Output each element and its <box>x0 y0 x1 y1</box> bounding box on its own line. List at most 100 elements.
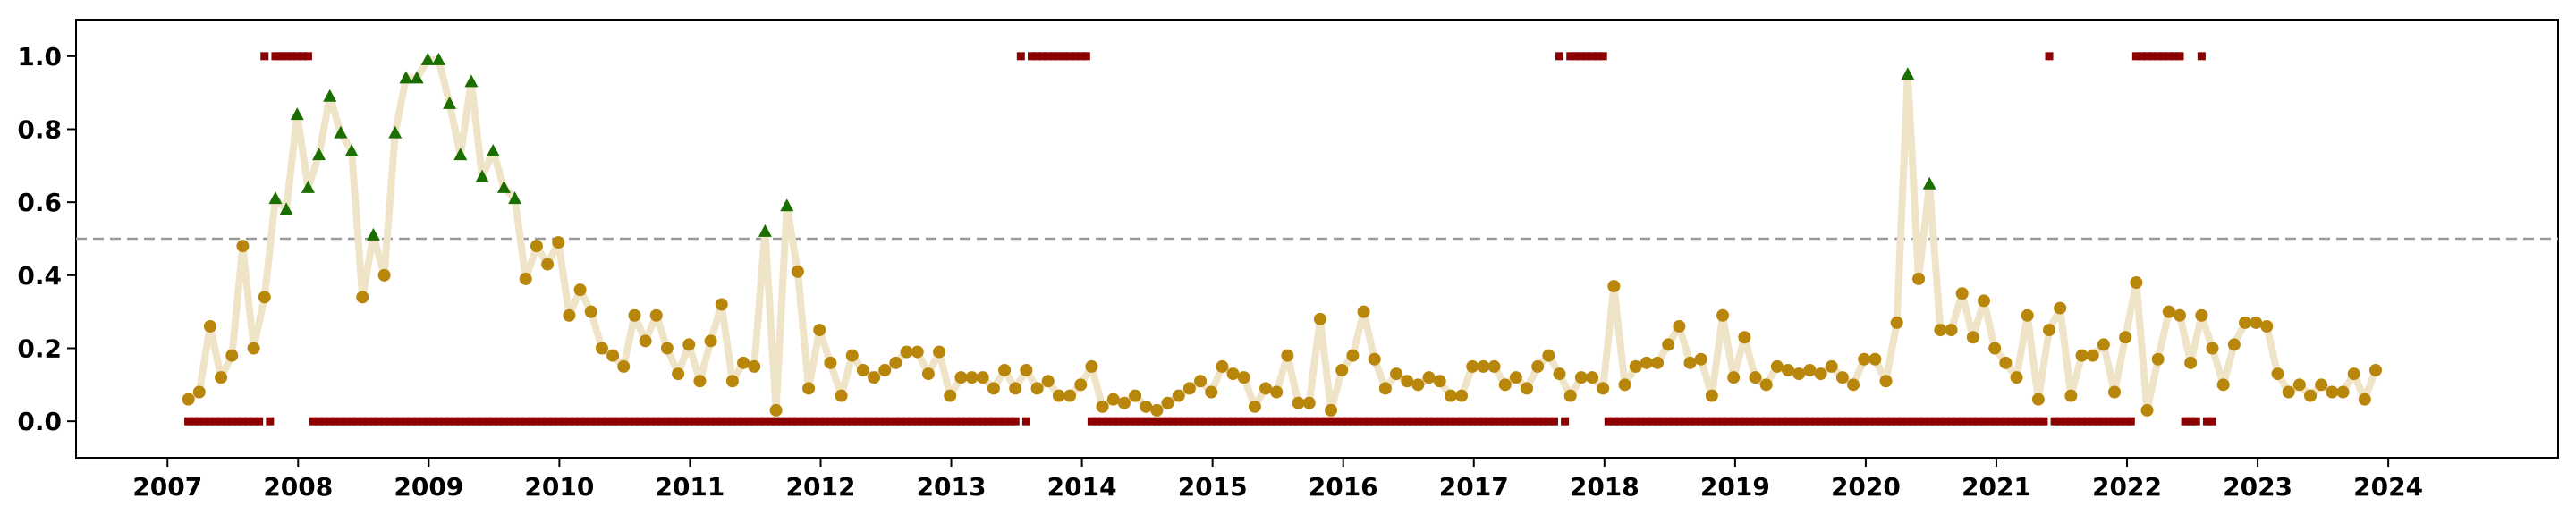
regime-marker-high <box>2165 52 2174 61</box>
regime-marker-low <box>1152 417 1161 426</box>
regime-marker-low <box>1332 417 1341 426</box>
regime-marker-low <box>1452 417 1461 426</box>
data-point <box>954 371 968 384</box>
regime-marker-low <box>2089 417 2097 426</box>
regime-marker-low <box>1294 417 1303 426</box>
regime-marker-low <box>554 417 563 426</box>
regime-marker-low <box>1609 417 1618 426</box>
data-point <box>2315 378 2328 392</box>
regime-marker-low <box>1729 417 1738 426</box>
data-point <box>1444 389 1457 402</box>
regime-marker-low <box>516 417 525 426</box>
regime-marker-low <box>951 417 960 426</box>
data-point <box>519 272 532 285</box>
regime-marker-low <box>989 417 998 426</box>
regime-marker-low <box>815 417 824 426</box>
regime-marker-low <box>1501 417 1510 426</box>
data-point <box>1248 400 1261 413</box>
regime-marker-low <box>587 417 596 426</box>
regime-marker-low <box>440 417 449 426</box>
regime-marker-low <box>979 417 987 426</box>
regime-marker-low <box>472 417 481 426</box>
regime-marker-low <box>880 417 889 426</box>
regime-marker-low <box>717 417 726 426</box>
regime-marker-low <box>1893 417 1902 426</box>
data-point <box>2227 338 2241 351</box>
data-point <box>1063 389 1077 402</box>
data-point-high <box>1901 67 1915 80</box>
regime-marker-low <box>1114 417 1123 426</box>
regime-marker-low <box>1664 417 1673 426</box>
regime-marker-low <box>1419 417 1428 426</box>
regime-marker-low <box>700 417 709 426</box>
data-point <box>672 367 685 381</box>
regime-marker-low <box>581 417 590 426</box>
data-point <box>1705 389 1718 402</box>
regime-marker-low <box>1860 417 1868 426</box>
regime-marker-low <box>418 417 427 426</box>
x-tick-label: 2020 <box>1831 472 1901 502</box>
regime-marker-low <box>2023 417 2032 426</box>
regime-marker-low <box>984 417 993 426</box>
data-point-high <box>475 169 489 182</box>
data-point <box>2304 389 2318 402</box>
regime-marker-low <box>1360 417 1368 426</box>
x-tick-label: 2007 <box>132 472 202 502</box>
x-axis: 2007 2008 2009 2010 2011 2012 2013 2014 2015 2016… <box>132 458 2423 502</box>
regime-marker-low <box>1674 417 1683 426</box>
regime-marker-low <box>788 417 797 426</box>
data-point <box>2064 389 2078 402</box>
regime-marker-low <box>799 417 808 426</box>
regime-marker-low <box>462 417 470 426</box>
data-point <box>1531 359 1545 373</box>
regime-marker-low <box>1109 417 1118 426</box>
data-point <box>748 359 761 373</box>
regime-marker-low <box>1789 417 1798 426</box>
regime-marker-low <box>674 417 682 426</box>
regime-marker-low <box>200 417 209 426</box>
regime-marker-low <box>1196 417 1205 426</box>
data-point <box>2239 316 2252 329</box>
regime-marker-low <box>238 417 247 426</box>
data-point <box>1129 389 1142 402</box>
regime-marker-low <box>1604 417 1613 426</box>
regime-marker-low <box>1817 417 1826 426</box>
data-point <box>1074 378 1088 392</box>
data-point <box>236 240 250 253</box>
data-point <box>845 349 859 362</box>
regime-marker-low <box>1833 417 1842 426</box>
regime-marker-low <box>1778 417 1787 426</box>
data-point <box>1161 396 1174 409</box>
data-point <box>725 375 739 388</box>
regime-marker-low <box>1005 417 1014 426</box>
data-point <box>1782 364 1795 376</box>
data-point <box>541 258 555 271</box>
data-point <box>606 349 620 362</box>
regime-marker-low <box>837 417 846 426</box>
data-point <box>889 356 902 369</box>
regime-marker-low <box>1544 417 1553 426</box>
data-point <box>1716 308 1730 322</box>
data-point <box>1640 356 1653 369</box>
regime-marker-high <box>2045 52 2054 61</box>
data-point-high <box>312 148 326 161</box>
regime-marker-low <box>451 417 460 426</box>
regime-marker-low <box>559 417 568 426</box>
regime-marker-low <box>2083 417 2092 426</box>
regime-marker-high <box>2148 52 2157 61</box>
regime-marker-low <box>1207 417 1216 426</box>
regime-marker-low <box>1136 417 1145 426</box>
regime-marker-low <box>1457 417 1466 426</box>
regime-marker-low <box>663 417 672 426</box>
regime-marker-low <box>1021 417 1030 426</box>
data-point <box>182 393 195 406</box>
data-point <box>1411 378 1425 392</box>
data-point <box>1313 312 1326 325</box>
regime-marker-low <box>233 417 242 426</box>
data-point <box>1390 367 1403 381</box>
regime-marker-low <box>1800 417 1809 426</box>
regime-marker-low <box>1947 417 1956 426</box>
data-point-high <box>464 74 479 88</box>
x-tick-label: 2009 <box>394 472 463 502</box>
regime-marker-high <box>1071 52 1080 61</box>
